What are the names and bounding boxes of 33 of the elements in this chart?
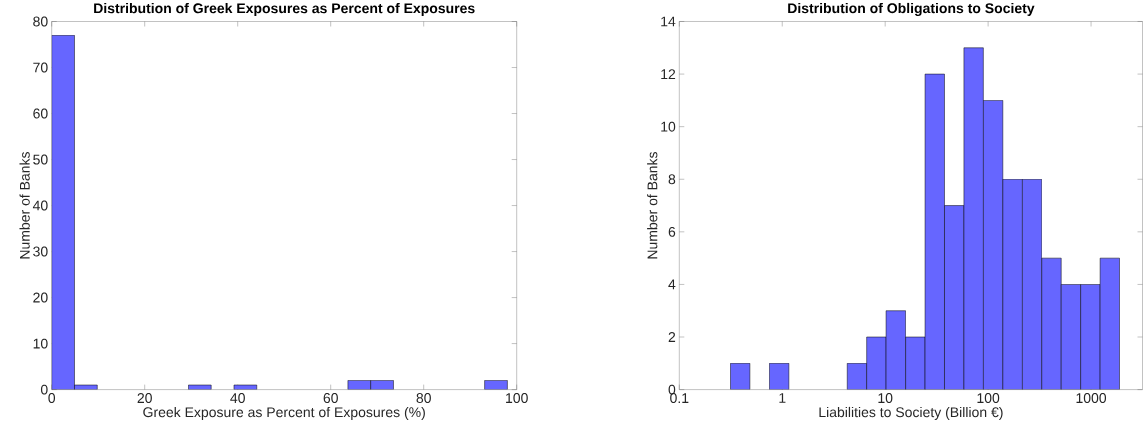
chart-title: Distribution of Greek Exposures as Percent of Exposures [94, 2, 475, 17]
y-tick-label: 4 [668, 279, 676, 290]
x-tick-label: 40 [230, 393, 245, 404]
x-tick-label: 1 [779, 393, 786, 403]
y-axis-title: Number of Banks [647, 151, 658, 259]
y-tick-label: 60 [33, 108, 48, 119]
x-tick-label: 0.1 [670, 393, 689, 404]
y-tick-label: 10 [33, 338, 48, 349]
y-tick-label: 50 [33, 154, 48, 165]
x-tick-label: 1000 [1076, 393, 1107, 404]
y-tick-label: 20 [33, 292, 48, 303]
y-tick-label: 8 [668, 174, 676, 185]
x-tick-label: 80 [416, 393, 431, 404]
y-tick-label: 40 [32, 200, 48, 211]
y-axis-title: Number of Banks [19, 152, 30, 259]
y-tick-label: 12 [661, 69, 676, 79]
x-tick-label: 100 [977, 393, 1000, 404]
x-axis-title: Liabilities to Society (Billion €) [819, 406, 1003, 420]
y-tick-label: 80 [33, 16, 48, 27]
x-axis-title: Greek Exposure as Percent of Exposures (%) [143, 406, 425, 420]
y-tick-label: 2 [668, 332, 676, 342]
y-tick-label: 0 [40, 384, 48, 395]
x-tick-label: 20 [137, 393, 152, 404]
chart-title: Distribution of Obligations to Society [788, 2, 1035, 16]
x-tick-label: 10 [878, 393, 893, 404]
y-tick-label: 6 [668, 226, 676, 237]
y-tick-label: 30 [33, 246, 48, 257]
x-tick-label: 100 [506, 393, 528, 404]
x-tick-label: 60 [323, 393, 338, 404]
x-tick-label: 0 [48, 393, 56, 404]
y-tick-label: 70 [33, 62, 48, 73]
y-tick-label: 10 [661, 121, 676, 132]
y-tick-label: 14 [661, 16, 676, 27]
